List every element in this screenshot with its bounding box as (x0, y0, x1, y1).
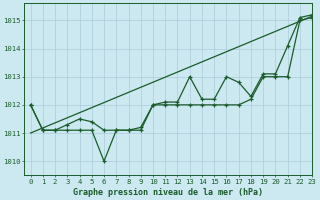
X-axis label: Graphe pression niveau de la mer (hPa): Graphe pression niveau de la mer (hPa) (73, 188, 263, 197)
